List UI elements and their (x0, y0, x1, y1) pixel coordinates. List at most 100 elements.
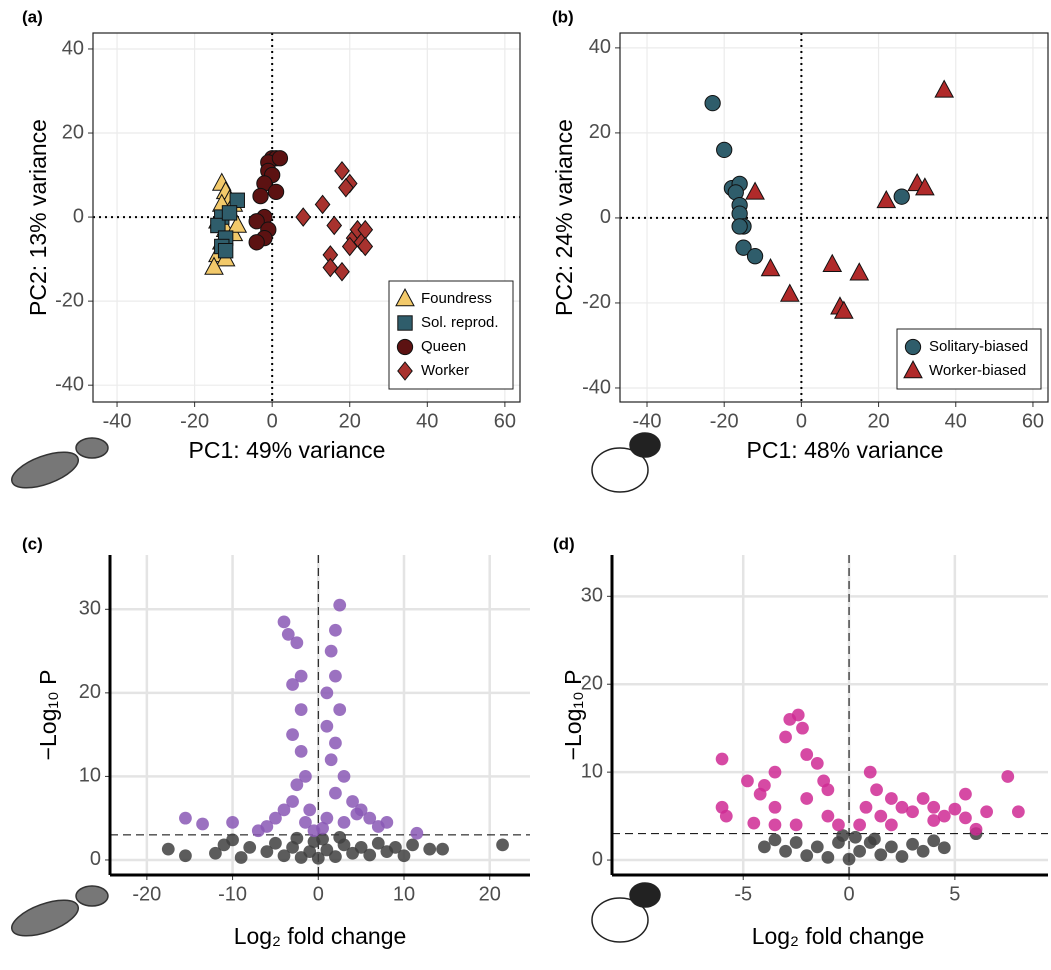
y-axis-title: PC2: 24% variance (551, 119, 577, 316)
y-tick-label: 0 (592, 848, 603, 870)
point (248, 213, 265, 230)
y-tick-label: 10 (79, 765, 101, 787)
point (859, 800, 873, 814)
x-tick-label: 20 (339, 410, 361, 432)
point (269, 811, 282, 825)
point (760, 257, 781, 277)
point (496, 838, 509, 852)
point (768, 833, 782, 847)
panel-border (92, 32, 521, 403)
point (741, 774, 754, 788)
point (779, 730, 792, 744)
point (821, 783, 835, 797)
point (329, 786, 342, 800)
legend-marker (395, 288, 415, 307)
y-tick-label: 0 (90, 848, 101, 870)
point (915, 177, 935, 196)
y-tick-label: -20 (55, 289, 84, 311)
point (324, 753, 338, 767)
y-tick-label: 30 (79, 598, 101, 620)
panel: (a) -40 -20 0 20 40 60 -40 -20 0 20 40 PC1: 49% vari… (22, 7, 521, 463)
point (267, 183, 285, 201)
x-tick-label: 0 (796, 410, 807, 432)
panel-border (619, 32, 1049, 403)
point (290, 778, 304, 792)
point (346, 795, 359, 808)
point (337, 770, 351, 783)
point (354, 841, 368, 854)
wasp-illustration (11, 437, 109, 937)
point (286, 678, 299, 691)
point (210, 217, 226, 234)
legend-label: Sol. reprod. (421, 314, 499, 331)
point (277, 615, 291, 629)
point (735, 239, 752, 256)
point (916, 792, 930, 805)
point (221, 205, 238, 221)
point (810, 756, 824, 770)
point (959, 811, 972, 825)
point (307, 835, 321, 848)
point (226, 833, 239, 847)
point (341, 236, 358, 257)
point (934, 79, 955, 98)
point (251, 824, 265, 838)
y-axis-title: −Log₁₀ P (35, 670, 61, 761)
point (299, 815, 312, 829)
point (320, 843, 334, 857)
point (286, 728, 299, 742)
legend-marker (903, 360, 923, 379)
point (747, 816, 761, 830)
point (277, 803, 291, 817)
panel-label: (a) (22, 7, 43, 26)
point (329, 736, 342, 750)
point (746, 248, 764, 265)
point (895, 800, 909, 814)
y-tick-label: 20 (581, 673, 603, 695)
point (874, 848, 888, 862)
point (821, 809, 835, 823)
point (410, 826, 424, 840)
point (800, 792, 814, 805)
point (853, 818, 867, 832)
point (870, 783, 883, 797)
point (969, 822, 983, 836)
point (906, 805, 919, 819)
point (768, 765, 782, 779)
x-tick-label: -40 (103, 410, 132, 432)
legend-label: Worker-biased (929, 362, 1026, 379)
y-tick-label: -40 (55, 373, 84, 395)
y-tick-label: 20 (62, 121, 84, 143)
point (885, 840, 898, 854)
point (916, 844, 930, 858)
point (980, 805, 993, 819)
point (796, 721, 809, 735)
point (800, 748, 814, 761)
panel-label: (c) (22, 534, 43, 553)
point (329, 850, 342, 863)
x-tick-label: -40 (633, 410, 662, 432)
y-tick-label: -20 (582, 291, 611, 313)
point (863, 765, 877, 779)
x-tick-label: 60 (494, 410, 516, 432)
point (704, 94, 721, 112)
point (436, 842, 449, 856)
point (779, 283, 800, 302)
point (906, 837, 919, 851)
point (269, 836, 282, 850)
point (294, 669, 308, 683)
point (836, 829, 850, 842)
point (406, 838, 419, 852)
point (876, 189, 897, 209)
point (260, 845, 274, 858)
legend-label: Queen (421, 338, 466, 355)
point (937, 841, 951, 855)
point (363, 848, 377, 862)
point (423, 842, 437, 856)
point (927, 814, 941, 827)
point (299, 770, 312, 783)
point (333, 703, 347, 716)
legend-marker (904, 338, 922, 356)
point (885, 818, 898, 832)
point (209, 846, 222, 860)
